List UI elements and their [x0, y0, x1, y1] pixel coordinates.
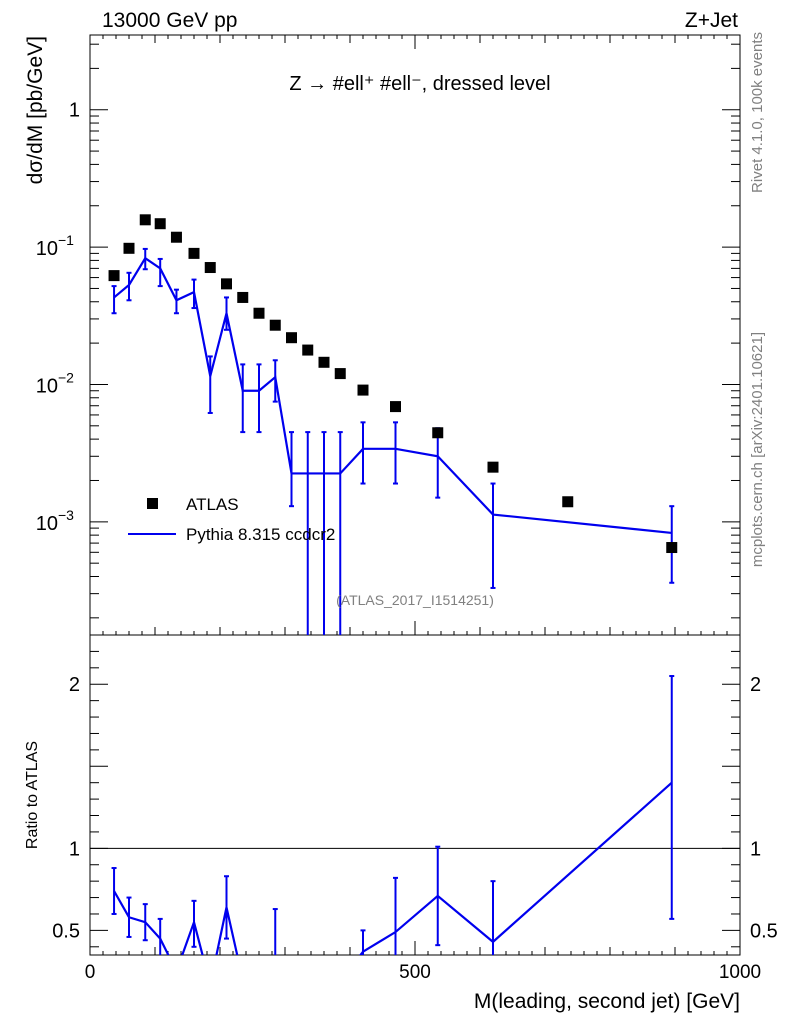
ratio-y-tick-label: 2 — [69, 674, 80, 696]
main-panel-frame — [89, 34, 741, 636]
ratio-line — [113, 781, 673, 955]
y-axis-label: dσ/dM [pb/GeV] — [24, 36, 47, 184]
ratio-panel-frame — [89, 634, 741, 956]
atlas-data-point — [487, 461, 499, 473]
atlas-data-point — [286, 332, 297, 344]
ratio-y-tick-label: 1 — [69, 838, 80, 860]
atlas-data-point — [269, 319, 281, 331]
atlas-data-point — [666, 542, 678, 554]
y-tick-label: 1 — [69, 100, 80, 122]
atlas-data-point — [253, 307, 265, 319]
atlas-data-point — [204, 262, 216, 274]
atlas-data-point — [123, 242, 135, 254]
series-layer — [108, 214, 678, 635]
rivet-label: Rivet 4.1.0, 100k events — [749, 32, 766, 193]
x-tick-label: 0 — [85, 962, 96, 983]
atlas-data-point — [237, 291, 249, 303]
atlas-data-point — [221, 278, 232, 290]
y-tick-exponent: −2 — [58, 369, 74, 385]
atlas-data-point — [139, 214, 151, 226]
y-tick-exponent: −3 — [58, 507, 74, 523]
atlas-data-point — [302, 344, 314, 356]
x-axis-label: M(leading, second jet) [GeV] — [474, 990, 740, 1013]
ratio-axis-label: Ratio to ATLAS — [24, 741, 41, 849]
analysis-tag: (ATLAS_2017_I1514251) — [336, 592, 494, 608]
atlas-data-point — [318, 356, 330, 368]
y-tick-label: 10 — [36, 375, 58, 397]
header-right-title: Z+Jet — [685, 9, 738, 32]
y-tick-label: 10 — [36, 513, 58, 535]
pythia-line — [113, 256, 672, 535]
atlas-data-point — [334, 368, 346, 380]
ratio-layer — [90, 675, 740, 955]
legend-pythia-label: Pythia 8.315 ccdcr2 — [186, 525, 335, 544]
atlas-data-point — [432, 427, 444, 439]
atlas-data-point — [188, 247, 200, 259]
x-tick-label: 500 — [399, 962, 431, 983]
ratio-y-tick-label: 1 — [750, 838, 761, 860]
legend-atlas-marker — [147, 498, 158, 509]
atlas-data-point — [390, 401, 401, 413]
mcplots-label: mcplots.cern.ch [arXiv:2401.10621] — [749, 332, 766, 567]
legend-atlas-label: ATLAS — [186, 495, 239, 514]
atlas-data-point — [357, 384, 369, 396]
ratio-y-tick-label: 0.5 — [52, 920, 80, 942]
y-tick-exponent: −1 — [58, 232, 74, 248]
chart-title: Z → #ell⁺ #ell⁻, dressed level — [289, 73, 550, 95]
y-tick-label: 10 — [36, 238, 58, 260]
legend: ATLAS Pythia 8.315 ccdcr2 — [128, 495, 335, 544]
atlas-data-point — [108, 270, 120, 282]
atlas-data-point — [154, 218, 166, 230]
ratio-y-tick-label: 0.5 — [750, 920, 778, 942]
atlas-data-point — [562, 496, 574, 508]
x-tick-label: 1000 — [719, 962, 761, 983]
header-left-title: 13000 GeV pp — [102, 9, 237, 32]
ratio-y-tick-label: 2 — [750, 674, 761, 696]
atlas-data-point — [170, 231, 182, 243]
